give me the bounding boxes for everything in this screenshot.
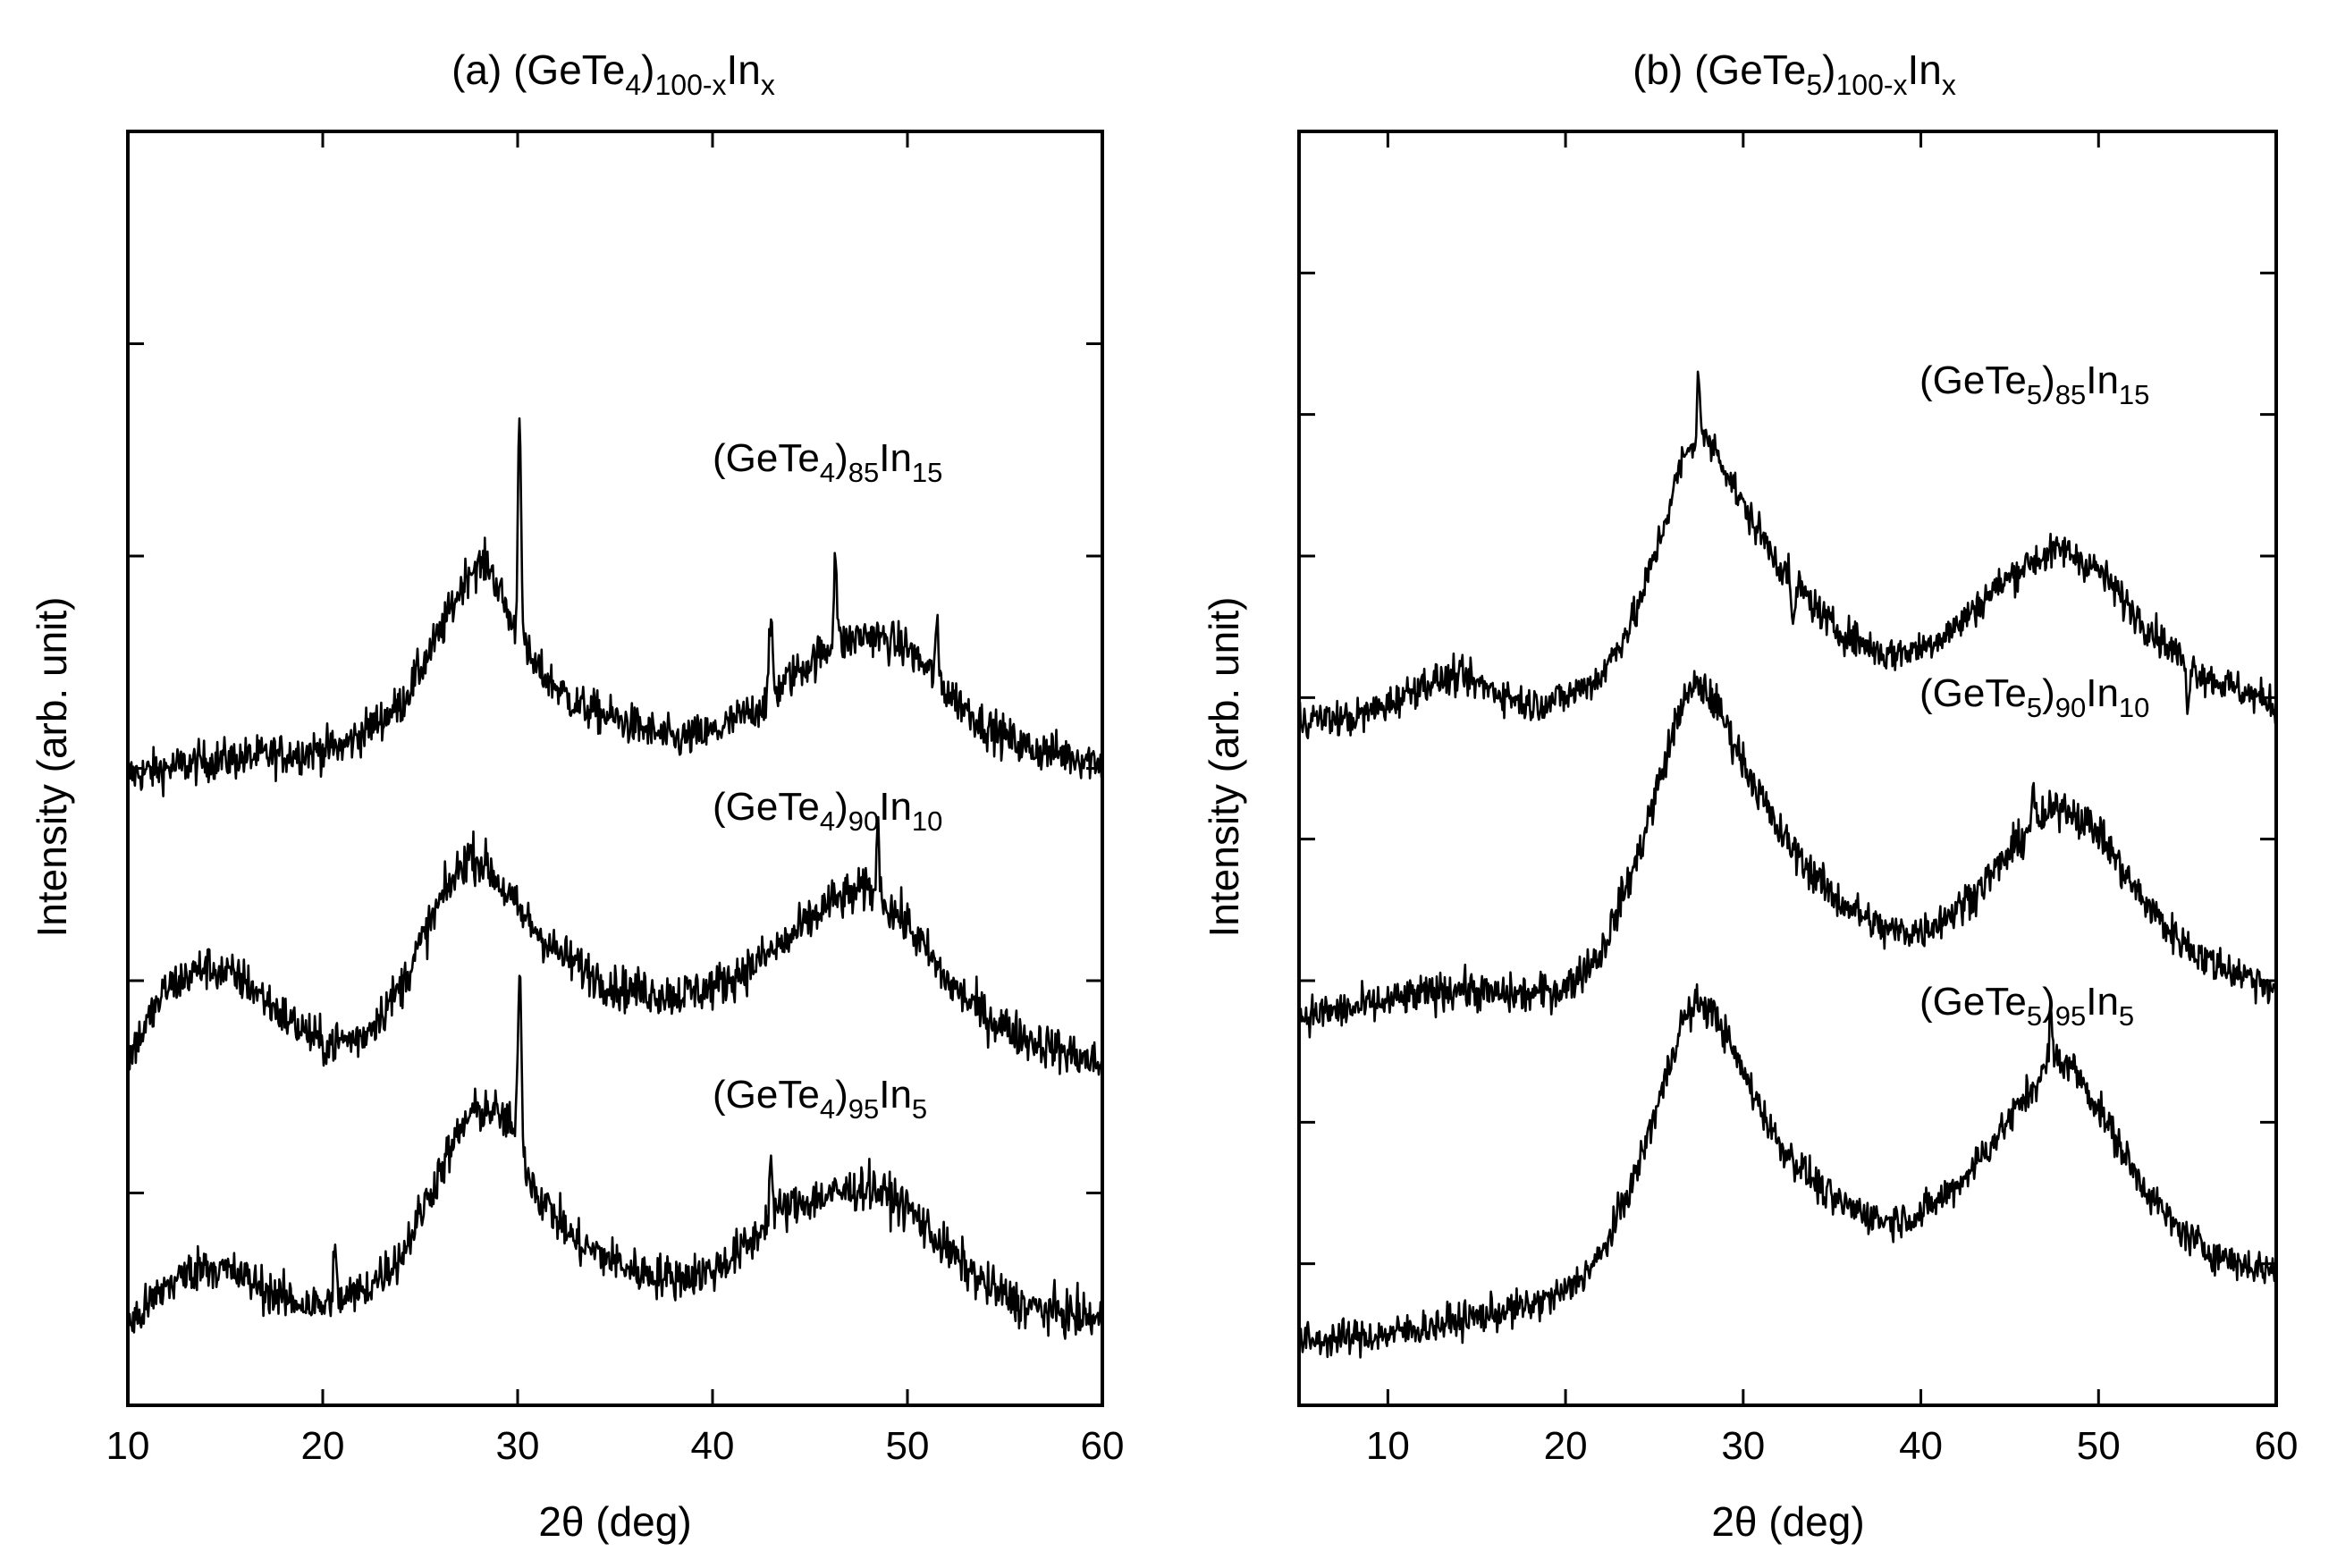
panel-b-trace-gete590in10 xyxy=(1297,670,2278,1039)
panel-b-plot-frame xyxy=(1297,130,2278,1407)
panel-b-title-sub: 100-x xyxy=(1835,69,1907,101)
panel-b-y-axis-label: Intensity (arb. unit) xyxy=(1201,597,1247,938)
panel-b-title-element-sub: x xyxy=(1942,69,1956,101)
panel-b-series-3-label: (GeTe5)95In5 xyxy=(1919,980,2134,1032)
panel-b-x-tick-label-50: 50 xyxy=(2077,1424,2121,1468)
panel-b-title: (b) (GeTe5)100-xInx xyxy=(1633,46,1956,101)
panel-b: (b) (GeTe5)100-xInx 10 20 30 40 50 60 (GeTe5)… xyxy=(1201,46,2298,1545)
panel-a-trace-gete490in10 xyxy=(127,815,1104,1076)
panel-b-label: (b) xyxy=(1633,46,1683,93)
panel-b-x-tick-label-30: 30 xyxy=(1721,1424,1765,1468)
panel-b-trace-gete595in5 xyxy=(1297,982,2278,1359)
panel-a-title: (a) (GeTe4)100-xInx xyxy=(451,46,775,101)
panel-a-title-sub: 100-x xyxy=(654,69,726,101)
panel-a-x-tick-label-60: 60 xyxy=(1081,1424,1125,1468)
panel-b-x-tick-labels: 10 20 30 40 50 60 xyxy=(1366,1424,2299,1468)
panel-a-y-axis-label: Intensity (arb. unit) xyxy=(29,597,75,938)
panel-a-series-1-label: (GeTe4)85In15 xyxy=(713,436,942,488)
panel-b-series-1-label: (GeTe5)85In15 xyxy=(1919,358,2149,410)
panel-b-trace-gete585in15 xyxy=(1297,370,2278,739)
panel-b-x-tick-label-60: 60 xyxy=(2255,1424,2299,1468)
panel-a-plot-frame xyxy=(126,130,1104,1407)
panel-a-x-tick-label-10: 10 xyxy=(106,1424,150,1468)
panel-a-x-tick-label-40: 40 xyxy=(691,1424,735,1468)
panel-a-title-element: In xyxy=(727,46,761,93)
panel-a-y-ticks xyxy=(128,342,1102,1194)
panel-a-x-ticks xyxy=(126,131,1104,1405)
panel-b-x-axis-label: 2θ (deg) xyxy=(1711,1498,1864,1545)
panel-a-series-3-label: (GeTe4)95In5 xyxy=(713,1073,927,1125)
panel-a-x-tick-label-50: 50 xyxy=(886,1424,930,1468)
panel-b-x-tick-label-10: 10 xyxy=(1366,1424,1410,1468)
panel-b-traces xyxy=(1297,370,2278,1359)
panel-b-title-paren: ) xyxy=(1822,46,1835,93)
panel-a-trace-gete485in15 xyxy=(126,417,1104,797)
panel-b-title-base: (GeTe xyxy=(1694,46,1806,93)
panel-b-x-tick-label-20: 20 xyxy=(1544,1424,1588,1468)
panel-a-title-base-sub: 4 xyxy=(625,69,641,101)
panel-a-x-tick-label-20: 20 xyxy=(301,1424,345,1468)
panel-a-title-paren: ) xyxy=(641,46,654,93)
panel-a-traces xyxy=(126,417,1104,1345)
panel-b-title-element: In xyxy=(1908,46,1942,93)
panel-a: (a) (GeTe4)100-xInx 10 20 30 40 50 60 (GeTe4)… xyxy=(29,46,1124,1545)
panel-a-label: (a) xyxy=(451,46,502,93)
panel-a-title-element-sub: x xyxy=(761,69,775,101)
panel-a-series-2-label: (GeTe4)90In10 xyxy=(713,785,942,837)
panel-b-series-2-label: (GeTe5)90In10 xyxy=(1919,671,2149,723)
panel-a-x-tick-labels: 10 20 30 40 50 60 xyxy=(106,1424,1125,1468)
panel-b-y-ticks xyxy=(1299,271,2276,1266)
panel-b-title-base-sub: 5 xyxy=(1806,69,1822,101)
panel-a-trace-gete495in5 xyxy=(126,974,1104,1345)
panel-a-x-axis-label: 2θ (deg) xyxy=(538,1498,691,1545)
panel-a-title-base: (GeTe xyxy=(513,46,625,93)
panel-a-x-tick-label-30: 30 xyxy=(496,1424,540,1468)
panel-b-x-tick-label-40: 40 xyxy=(1899,1424,1943,1468)
